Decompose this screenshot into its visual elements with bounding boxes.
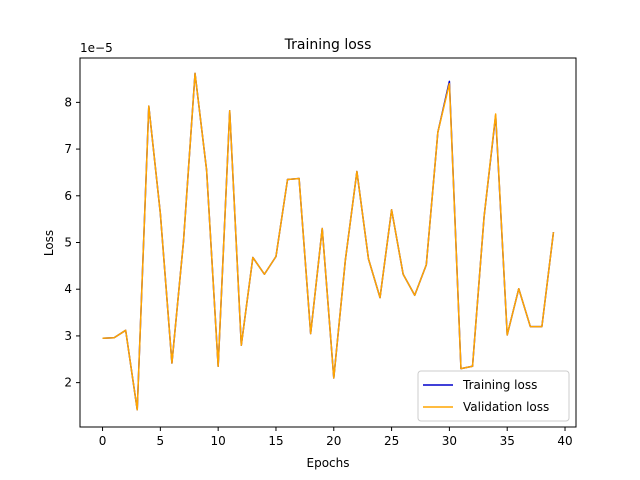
y-tick-label: 5 xyxy=(64,236,72,250)
y-offset-label: 1e−5 xyxy=(80,41,113,55)
legend-label-validation-loss: Validation loss xyxy=(463,400,549,414)
y-axis-label: Loss xyxy=(42,230,56,256)
y-tick-label: 6 xyxy=(64,189,72,203)
legend-box xyxy=(417,370,570,422)
y-tick-label: 4 xyxy=(64,282,72,296)
x-tick-label: 10 xyxy=(211,434,226,448)
x-tick-label: 35 xyxy=(500,434,515,448)
y-tick-label: 3 xyxy=(64,329,72,343)
plot-lines xyxy=(102,72,555,411)
x-tick-label: 15 xyxy=(268,434,283,448)
x-axis: 0 5 10 15 20 25 30 35 40 xyxy=(99,427,573,448)
legend-label-training-loss: Training loss xyxy=(462,378,537,392)
x-tick-label: 30 xyxy=(442,434,457,448)
validation-loss-line xyxy=(102,72,555,411)
x-tick-label: 40 xyxy=(557,434,572,448)
chart-title: Training loss xyxy=(284,37,372,53)
y-tick-label: 8 xyxy=(64,95,72,109)
y-tick-label: 2 xyxy=(64,376,72,390)
y-axis: 2 3 4 5 6 7 8 xyxy=(64,95,80,390)
y-tick-label: 7 xyxy=(64,142,72,156)
x-tick-label: 5 xyxy=(157,434,165,448)
x-tick-label: 0 xyxy=(99,434,107,448)
x-axis-label: Epochs xyxy=(307,456,350,470)
x-tick-label: 25 xyxy=(384,434,399,448)
x-tick-label: 20 xyxy=(326,434,341,448)
legend: Training loss Validation loss xyxy=(417,370,570,422)
